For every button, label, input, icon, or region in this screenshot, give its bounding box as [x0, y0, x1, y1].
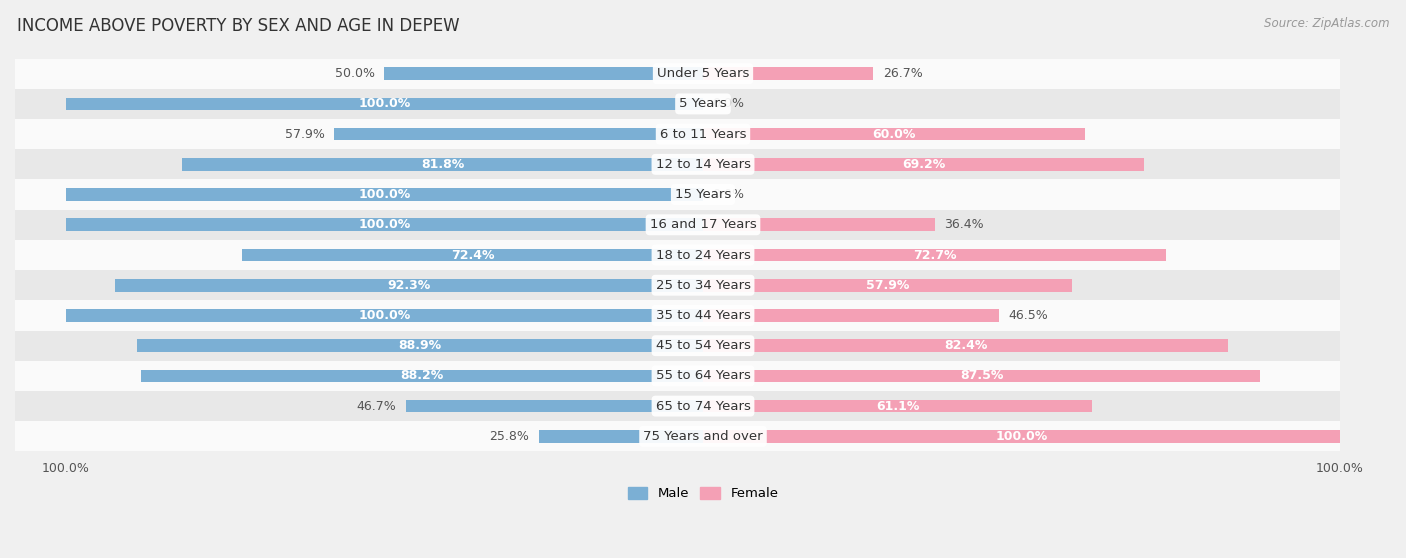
- Bar: [3, 240, 1340, 270]
- Text: 100.0%: 100.0%: [359, 309, 411, 322]
- Bar: [384, 68, 703, 80]
- Text: 69.2%: 69.2%: [901, 158, 945, 171]
- Text: Source: ZipAtlas.com: Source: ZipAtlas.com: [1264, 17, 1389, 30]
- Bar: [66, 309, 703, 322]
- Text: 0.0%: 0.0%: [713, 98, 745, 110]
- Text: 16 and 17 Years: 16 and 17 Years: [650, 218, 756, 232]
- Text: 100.0%: 100.0%: [359, 98, 411, 110]
- Text: 75 Years and over: 75 Years and over: [643, 430, 763, 443]
- Bar: [703, 128, 1085, 141]
- Text: 25 to 34 Years: 25 to 34 Years: [655, 279, 751, 292]
- Bar: [703, 218, 935, 231]
- Bar: [703, 158, 1144, 171]
- Text: 72.7%: 72.7%: [912, 248, 956, 262]
- Bar: [136, 339, 703, 352]
- Text: 6 to 11 Years: 6 to 11 Years: [659, 128, 747, 141]
- Text: Under 5 Years: Under 5 Years: [657, 67, 749, 80]
- Text: 57.9%: 57.9%: [285, 128, 325, 141]
- Text: 5 Years: 5 Years: [679, 98, 727, 110]
- Text: 46.5%: 46.5%: [1008, 309, 1049, 322]
- Text: 61.1%: 61.1%: [876, 400, 920, 412]
- Text: 45 to 54 Years: 45 to 54 Years: [655, 339, 751, 352]
- Text: 100.0%: 100.0%: [995, 430, 1047, 443]
- Text: 92.3%: 92.3%: [388, 279, 430, 292]
- Bar: [3, 300, 1340, 330]
- Bar: [3, 89, 1340, 119]
- Bar: [3, 361, 1340, 391]
- Text: 88.2%: 88.2%: [401, 369, 444, 382]
- Bar: [3, 270, 1340, 300]
- Text: 0.0%: 0.0%: [713, 188, 745, 201]
- Text: 100.0%: 100.0%: [359, 188, 411, 201]
- Text: 35 to 44 Years: 35 to 44 Years: [655, 309, 751, 322]
- Bar: [703, 369, 1260, 382]
- Text: 15 Years: 15 Years: [675, 188, 731, 201]
- Bar: [703, 339, 1227, 352]
- Text: 26.7%: 26.7%: [883, 67, 922, 80]
- Bar: [3, 119, 1340, 149]
- Bar: [3, 391, 1340, 421]
- Text: 60.0%: 60.0%: [873, 128, 915, 141]
- Text: 12 to 14 Years: 12 to 14 Years: [655, 158, 751, 171]
- Text: 81.8%: 81.8%: [420, 158, 464, 171]
- Bar: [405, 400, 703, 412]
- Text: 55 to 64 Years: 55 to 64 Years: [655, 369, 751, 382]
- Bar: [141, 369, 703, 382]
- Bar: [66, 98, 703, 110]
- Bar: [335, 128, 703, 141]
- Bar: [538, 430, 703, 442]
- Text: 65 to 74 Years: 65 to 74 Years: [655, 400, 751, 412]
- Bar: [703, 430, 1340, 442]
- Bar: [703, 68, 873, 80]
- Bar: [66, 218, 703, 231]
- Bar: [115, 279, 703, 292]
- Bar: [3, 59, 1340, 89]
- Text: 82.4%: 82.4%: [943, 339, 987, 352]
- Text: 25.8%: 25.8%: [489, 430, 529, 443]
- Text: 72.4%: 72.4%: [451, 248, 494, 262]
- Bar: [3, 330, 1340, 361]
- Text: 87.5%: 87.5%: [960, 369, 1004, 382]
- Bar: [3, 421, 1340, 451]
- Bar: [242, 249, 703, 261]
- Text: 100.0%: 100.0%: [359, 218, 411, 232]
- Bar: [3, 210, 1340, 240]
- Bar: [3, 180, 1340, 210]
- Bar: [181, 158, 703, 171]
- Text: 18 to 24 Years: 18 to 24 Years: [655, 248, 751, 262]
- Text: 50.0%: 50.0%: [335, 67, 375, 80]
- Legend: Male, Female: Male, Female: [623, 482, 783, 506]
- Text: 46.7%: 46.7%: [356, 400, 396, 412]
- Bar: [703, 309, 1000, 322]
- Bar: [703, 279, 1071, 292]
- Bar: [66, 188, 703, 201]
- Text: 36.4%: 36.4%: [945, 218, 984, 232]
- Text: 88.9%: 88.9%: [398, 339, 441, 352]
- Bar: [703, 400, 1092, 412]
- Bar: [703, 249, 1166, 261]
- Text: 57.9%: 57.9%: [866, 279, 910, 292]
- Bar: [3, 149, 1340, 180]
- Text: INCOME ABOVE POVERTY BY SEX AND AGE IN DEPEW: INCOME ABOVE POVERTY BY SEX AND AGE IN D…: [17, 17, 460, 35]
